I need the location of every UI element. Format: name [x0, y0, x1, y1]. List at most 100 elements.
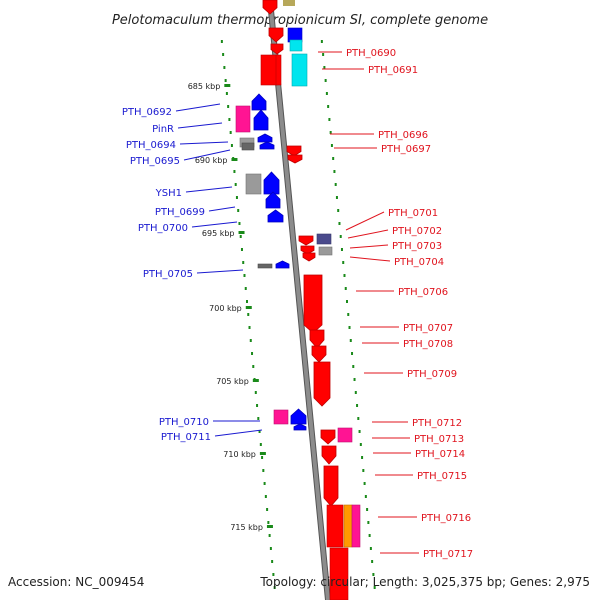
gene-reverse — [290, 408, 307, 425]
label-leader-line — [196, 269, 244, 274]
tick-track-left-dash — [227, 105, 230, 108]
tick-track-right-dash — [367, 521, 370, 524]
tick-track-right-dash — [338, 222, 341, 225]
tick-track-right-dash — [368, 534, 371, 537]
tick-track-right-dash — [325, 92, 328, 95]
tick-track-left-dash — [249, 339, 252, 342]
tick-track-left-dash — [233, 170, 236, 173]
tick-track-right-dash — [340, 248, 343, 251]
gene-label[interactable]: PTH_0709 — [407, 369, 457, 380]
gene-label[interactable]: PTH_0696 — [378, 130, 428, 141]
gene-label[interactable]: PTH_0690 — [346, 48, 396, 59]
gene-forward — [286, 145, 302, 157]
gene-label[interactable]: YSH1 — [155, 188, 182, 199]
tick-track-right-dash — [334, 183, 337, 186]
gene-label[interactable]: PTH_0717 — [423, 549, 473, 560]
label-leader-line — [177, 122, 223, 129]
tick-track-left-dash — [261, 456, 264, 459]
gene-label[interactable]: PTH_0695 — [130, 156, 180, 167]
gene-forward — [287, 154, 303, 164]
kbp-tick-mark — [231, 158, 238, 161]
tick-track-left-dash — [246, 300, 248, 303]
gene-forward — [326, 504, 344, 548]
tick-track-right-dash — [354, 391, 357, 394]
gene-label[interactable]: PTH_0691 — [368, 65, 418, 76]
tick-track-left-dash — [222, 53, 225, 56]
kbp-tick-label: 710 kbp — [223, 450, 256, 459]
tick-track-right-dash — [322, 53, 325, 56]
gene-label[interactable]: PTH_0714 — [415, 449, 465, 460]
gene-label[interactable]: PTH_0706 — [398, 287, 448, 298]
label-leader-line — [345, 211, 385, 231]
gene-reverse-grey — [241, 142, 255, 151]
tick-track-left-dash — [258, 430, 261, 433]
tick-track-right-dash — [361, 456, 364, 459]
gene-reverse-grey — [245, 173, 262, 195]
gene-label[interactable]: PTH_0702 — [392, 226, 442, 237]
tick-track-left-dash — [264, 495, 267, 498]
gene-label[interactable]: PTH_0715 — [417, 471, 467, 482]
tick-track-left-dash — [247, 313, 250, 316]
gene-label[interactable]: PTH_0694 — [126, 140, 176, 151]
gene-label[interactable]: PTH_0705 — [143, 269, 193, 280]
tick-track-right-dash — [371, 560, 374, 563]
gene-label[interactable]: PTH_0708 — [403, 339, 453, 350]
kbp-tick-mark — [266, 525, 273, 528]
tick-track-left-dash — [267, 521, 270, 524]
tick-track-left-dash — [243, 274, 246, 277]
tick-track-left-dash — [220, 40, 223, 43]
tick-track-left-dash — [269, 547, 272, 550]
tick-track-right-dash — [343, 274, 346, 277]
label-leader-line — [349, 244, 389, 249]
gene-label[interactable]: PTH_0713 — [414, 434, 464, 445]
gene-forward — [303, 274, 323, 334]
tick-track-left-dash — [234, 183, 237, 186]
backbone-line — [268, 0, 330, 600]
tick-track-left-dash — [225, 92, 228, 95]
gene-forward-cyan — [291, 53, 308, 87]
gene-reverse — [253, 109, 269, 131]
tick-track-left-dash — [242, 261, 245, 264]
label-leader-line — [349, 256, 391, 262]
gene-label[interactable]: PTH_0697 — [381, 144, 431, 155]
gene-forward-magenta — [351, 504, 361, 548]
gene-reverse — [259, 141, 275, 150]
gene-label[interactable]: PTH_0712 — [412, 418, 462, 429]
tick-track-right-dash — [356, 404, 359, 407]
gene-label[interactable]: PTH_0700 — [138, 223, 188, 234]
tick-track-right-dash — [320, 40, 323, 43]
tick-track-right-dash — [330, 144, 333, 147]
tick-track-right-dash — [373, 586, 376, 589]
topology-text: Topology: circular; Length: 3,025,375 bp… — [259, 575, 590, 589]
gene-label[interactable]: PTH_0701 — [388, 208, 438, 219]
tick-track-right-dash — [359, 443, 362, 446]
gene-label[interactable]: PTH_0710 — [159, 417, 209, 428]
gene-label[interactable]: PinR — [152, 124, 174, 135]
gene-forward — [260, 54, 278, 86]
tick-track-left-dash — [266, 508, 269, 511]
gene-label[interactable]: PTH_0692 — [122, 107, 172, 118]
tick-track-left-dash — [271, 560, 274, 563]
tick-track-right-dash — [347, 313, 350, 316]
gene-label[interactable]: PTH_0704 — [394, 257, 444, 268]
gene-label[interactable]: PTH_0716 — [421, 513, 471, 524]
gene-label[interactable]: PTH_0699 — [155, 207, 205, 218]
gene-reverse — [257, 133, 273, 143]
kbp-tick-mark — [252, 379, 259, 382]
gene-reverse-magenta — [235, 105, 251, 133]
tick-track-right-dash — [328, 118, 331, 121]
kbp-tick-mark — [259, 452, 266, 455]
accession-text: Accession: NC_009454 — [8, 575, 144, 589]
gene-label[interactable]: PTH_0711 — [161, 432, 211, 443]
gene-forward — [321, 445, 337, 465]
gene-label[interactable]: PTH_0703 — [392, 241, 442, 252]
kbp-tick-mark — [224, 84, 231, 87]
tick-track-right-dash — [362, 469, 365, 472]
gene-label[interactable]: PTH_0707 — [403, 323, 453, 334]
gene-reverse-grey — [257, 263, 273, 269]
tick-track-right-dash — [349, 339, 352, 342]
tick-track-left-dash — [272, 573, 275, 576]
tick-track-left-dash — [223, 66, 226, 69]
label-leader-line — [185, 186, 233, 193]
